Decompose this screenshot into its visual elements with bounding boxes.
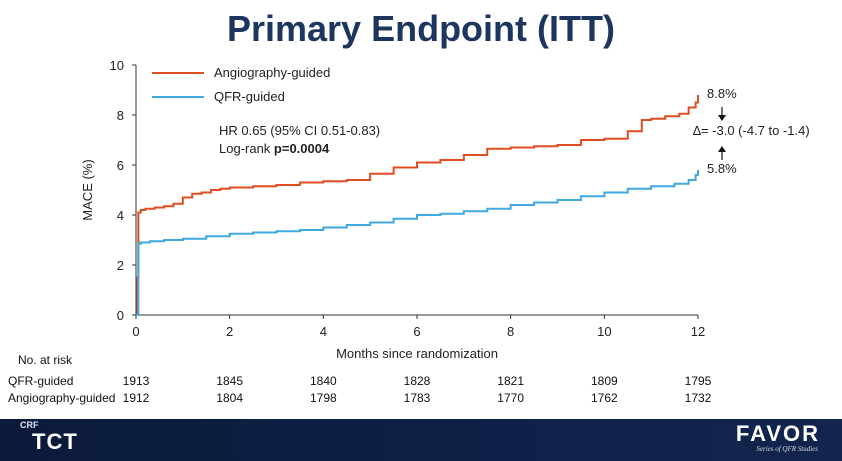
risk-cell: 1840 — [309, 374, 337, 388]
chart-curves — [136, 95, 699, 316]
favor-subtitle: Series of QFR Studies — [756, 445, 818, 453]
favor-logo: FAVOR — [735, 421, 820, 446]
x-tick-label: 2 — [226, 324, 233, 339]
risk-cell: 1770 — [497, 391, 525, 405]
risk-cell: 1912 — [122, 391, 150, 405]
chart-annotations: HR 0.65 (95% CI 0.51-0.83) Log-rank p=0.0… — [219, 86, 810, 176]
down-arrow-icon — [718, 115, 726, 121]
risk-table-header: No. at risk — [18, 353, 73, 367]
x-tick-label: 0 — [132, 324, 139, 339]
chart-axes: 0 2 4 6 8 10 0 2 4 6 8 10 12 Months since randomizati… — [80, 58, 705, 361]
risk-cell: 1913 — [122, 374, 150, 388]
risk-cell: 1732 — [684, 391, 712, 405]
logrank-label: Log-rank — [219, 141, 274, 156]
legend-label: Angiography-guided — [214, 65, 330, 80]
risk-cell: 1795 — [684, 374, 712, 388]
angiography-curve — [136, 95, 699, 316]
y-axis-title: MACE (%) — [80, 159, 95, 220]
risk-cell: 1783 — [403, 391, 431, 405]
up-arrow-icon — [718, 146, 726, 152]
y-tick-label: 6 — [117, 158, 124, 173]
risk-cell: 1798 — [309, 391, 337, 405]
y-tick-label: 0 — [117, 308, 124, 323]
risk-cell: 1845 — [216, 374, 244, 388]
x-axis-title: Months since randomization — [336, 346, 498, 361]
legend-label: QFR-guided — [214, 89, 285, 104]
tct-logo: TCT — [32, 429, 78, 454]
x-tick-label: 12 — [691, 324, 705, 339]
risk-cell: 1828 — [403, 374, 431, 388]
slide-title: Primary Endpoint (ITT) — [226, 8, 615, 49]
x-tick-label: 4 — [320, 324, 327, 339]
chart-legend: Angiography-guided QFR-guided — [152, 65, 330, 104]
y-tick-label: 2 — [117, 258, 124, 273]
qfr-curve — [136, 170, 699, 316]
risk-row-label: Angiography-guided — [8, 391, 116, 405]
x-tick-label: 10 — [597, 324, 611, 339]
delta-label: ∆= -3.0 (-4.7 to -1.4) — [693, 123, 810, 138]
hr-text: HR 0.65 (95% CI 0.51-0.83) — [219, 123, 380, 138]
crf-logo: CRF — [20, 420, 39, 430]
risk-cell: 1809 — [590, 374, 618, 388]
footer-bar: CRF TCT FAVOR Series of QFR Studies — [0, 419, 842, 461]
angio-end-label: 8.8% — [707, 86, 737, 101]
logrank-value: p=0.0004 — [274, 141, 330, 156]
y-tick-label: 10 — [110, 58, 124, 73]
risk-cell: 1762 — [590, 391, 618, 405]
logrank-text: Log-rank p=0.0004 — [219, 141, 330, 156]
x-tick-label: 8 — [507, 324, 514, 339]
km-chart: 0 2 4 6 8 10 0 2 4 6 8 10 12 Months since randomizati… — [80, 58, 810, 361]
qfr-end-label: 5.8% — [707, 161, 737, 176]
y-tick-label: 4 — [117, 208, 124, 223]
risk-row-label: QFR-guided — [8, 374, 74, 388]
risk-cell: 1821 — [497, 374, 525, 388]
risk-cell: 1804 — [216, 391, 244, 405]
x-tick-label: 6 — [413, 324, 420, 339]
y-tick-label: 8 — [117, 108, 124, 123]
